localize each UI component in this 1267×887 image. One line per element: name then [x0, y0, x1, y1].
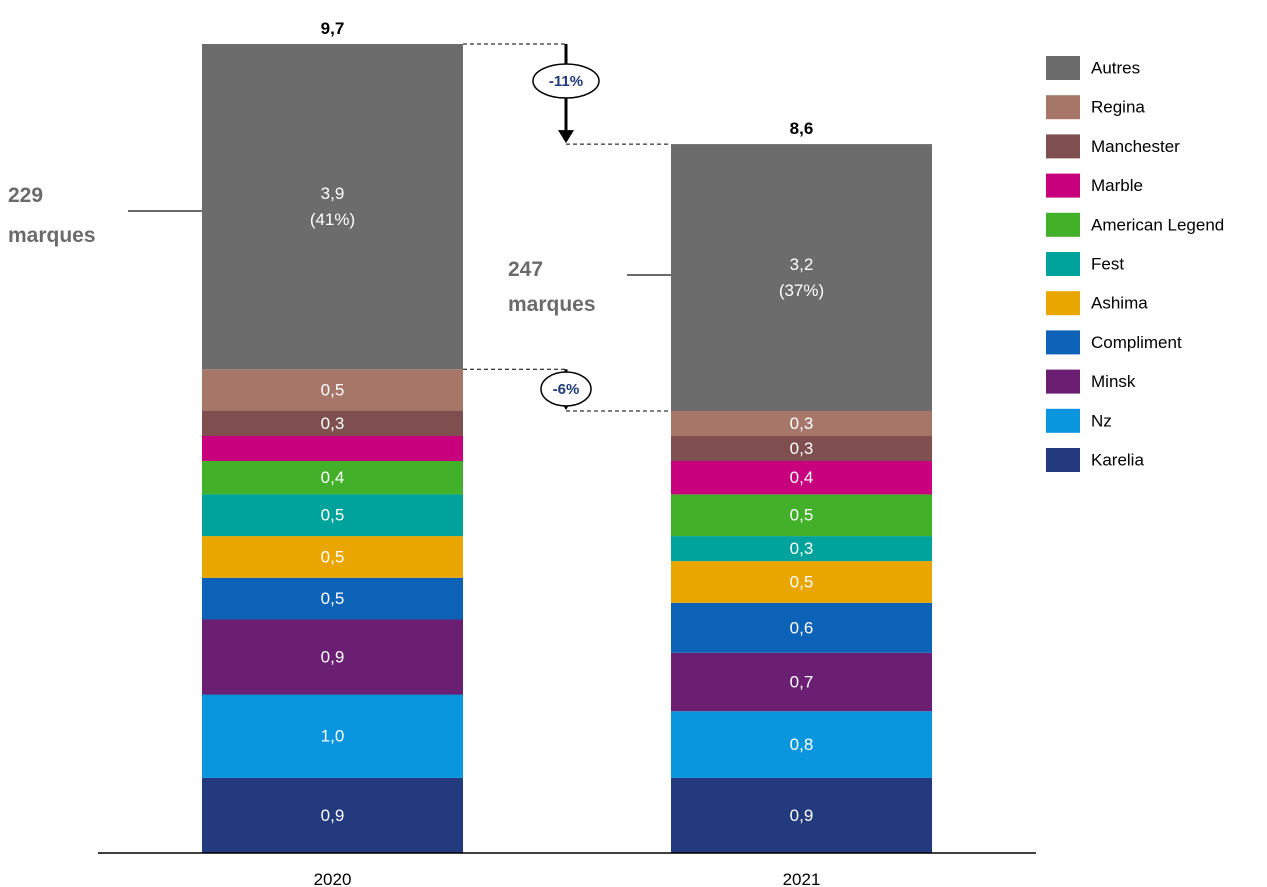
legend-swatch-nz [1046, 408, 1080, 433]
data-label-regina-2020: 0,5 [321, 381, 345, 400]
bar-segment-fest-2020 [202, 494, 463, 537]
total-label-2021: 8,6 [790, 119, 814, 138]
x-axis: 2020 2021 [98, 852, 1036, 887]
legend-label-fest: Fest [1091, 254, 1124, 273]
brand-label-2021: marques [508, 293, 596, 316]
data-label-fest-2020: 0,5 [321, 506, 345, 525]
data-label-compliment-2020: 0,5 [321, 589, 345, 608]
bar-segment-autres-2020 [202, 44, 463, 370]
legend-swatch-manchester [1046, 134, 1080, 159]
bar-segment-autres-2021 [671, 144, 932, 411]
data-label-fest-2021: 0,3 [790, 539, 814, 558]
bar-segment-compliment-2021 [671, 602, 932, 653]
data-label-compliment-2021: 0,6 [790, 618, 814, 637]
legend-label-marble: Marble [1091, 176, 1143, 195]
annotations-layer: 229 marques 247 marques -11% -6% [8, 43, 671, 412]
brand-count-2020: 229 [8, 184, 43, 207]
data-label-minsk-2020: 0,9 [321, 647, 345, 666]
legend-label-american-legend: American Legend [1091, 215, 1224, 234]
legend-swatch-fest [1046, 252, 1080, 276]
legend-label-minsk: Minsk [1091, 372, 1136, 391]
total-label-2020: 9,7 [321, 19, 345, 38]
x-tick-2021: 2021 [783, 870, 821, 887]
legend-label-regina: Regina [1091, 98, 1145, 117]
legend-label-autres: Autres [1091, 58, 1140, 77]
legend-label-compliment: Compliment [1091, 333, 1182, 352]
data-label-karelia-2020: 0,9 [321, 806, 345, 825]
legend-label-ashima: Ashima [1091, 294, 1148, 313]
data-sublabel-autres-2020: (41%) [310, 210, 355, 229]
data-label-ashima-2020: 0,5 [321, 547, 345, 566]
data-label-marble-2021: 0,4 [790, 468, 814, 487]
legend-swatch-american-legend [1046, 212, 1080, 237]
change-oval-0 [532, 63, 600, 99]
bar-segment-compliment-2020 [202, 577, 463, 620]
data-label-regina-2021: 0,3 [790, 414, 814, 433]
legend-swatch-regina [1046, 95, 1080, 120]
bar-segment-marble-2020 [202, 436, 463, 461]
bar-segment-manchester-2021 [671, 436, 932, 461]
x-tick-2020: 2020 [314, 870, 352, 887]
legend-swatch-autres [1046, 56, 1080, 80]
legend-label-nz: Nz [1091, 411, 1112, 430]
data-label-minsk-2021: 0,7 [790, 672, 814, 691]
bar-segment-karelia-2021 [671, 777, 932, 853]
legend-swatch-minsk [1046, 369, 1080, 394]
data-label-karelia-2021: 0,9 [790, 806, 814, 825]
bar-segment-american-legend-2020 [202, 461, 463, 495]
bar-segment-nz-2021 [671, 711, 932, 778]
change-label-0: -11% [549, 73, 583, 90]
data-label-american-legend-2020: 0,4 [321, 468, 345, 487]
data-label-nz-2021: 0,8 [790, 735, 814, 754]
data-label-autres-2020: 3,9 [321, 184, 345, 203]
legend-swatch-compliment [1046, 330, 1080, 355]
brand-count-2021: 247 [508, 258, 543, 281]
bar-segment-karelia-2020 [202, 777, 463, 853]
bar-segment-marble-2021 [671, 461, 932, 495]
legend-swatch-marble [1046, 173, 1080, 198]
bar-segment-minsk-2021 [671, 652, 932, 712]
change-arrow-head-0 [558, 130, 574, 144]
legend-label-manchester: Manchester [1091, 137, 1180, 156]
legend-swatch-karelia [1046, 448, 1080, 472]
change-oval-1 [540, 371, 592, 407]
data-sublabel-autres-2021: (37%) [779, 281, 824, 300]
legend: Autres Regina Manchester Marble American Leg… [1046, 56, 1224, 472]
legend-label-karelia: Karelia [1091, 450, 1144, 469]
data-label-american-legend-2021: 0,5 [790, 506, 814, 525]
bar-segment-fest-2021 [671, 536, 932, 562]
data-label-nz-2020: 1,0 [321, 727, 345, 746]
bar-segment-manchester-2020 [202, 411, 463, 436]
legend-swatch-ashima [1046, 291, 1080, 316]
brand-label-2020: marques [8, 224, 96, 247]
bar-segment-regina-2021 [671, 411, 932, 436]
data-label-manchester-2020: 0,3 [321, 414, 345, 433]
bar-segment-nz-2020 [202, 694, 463, 778]
change-label-1: -6% [553, 381, 580, 398]
bar-segment-ashima-2020 [202, 536, 463, 578]
bar-segment-american-legend-2021 [671, 494, 932, 537]
data-label-ashima-2021: 0,5 [790, 572, 814, 591]
bar-segment-regina-2020 [202, 369, 463, 411]
data-label-manchester-2021: 0,3 [790, 439, 814, 458]
data-label-autres-2021: 3,2 [790, 255, 814, 274]
bar-segment-ashima-2021 [671, 561, 932, 603]
bars-layer: 0,9 1,0 0,9 0,5 0,5 0,5 0,4 0,3 0,5 3,9 (41%) 9,7 0,… [202, 19, 932, 853]
bar-segment-minsk-2020 [202, 619, 463, 695]
